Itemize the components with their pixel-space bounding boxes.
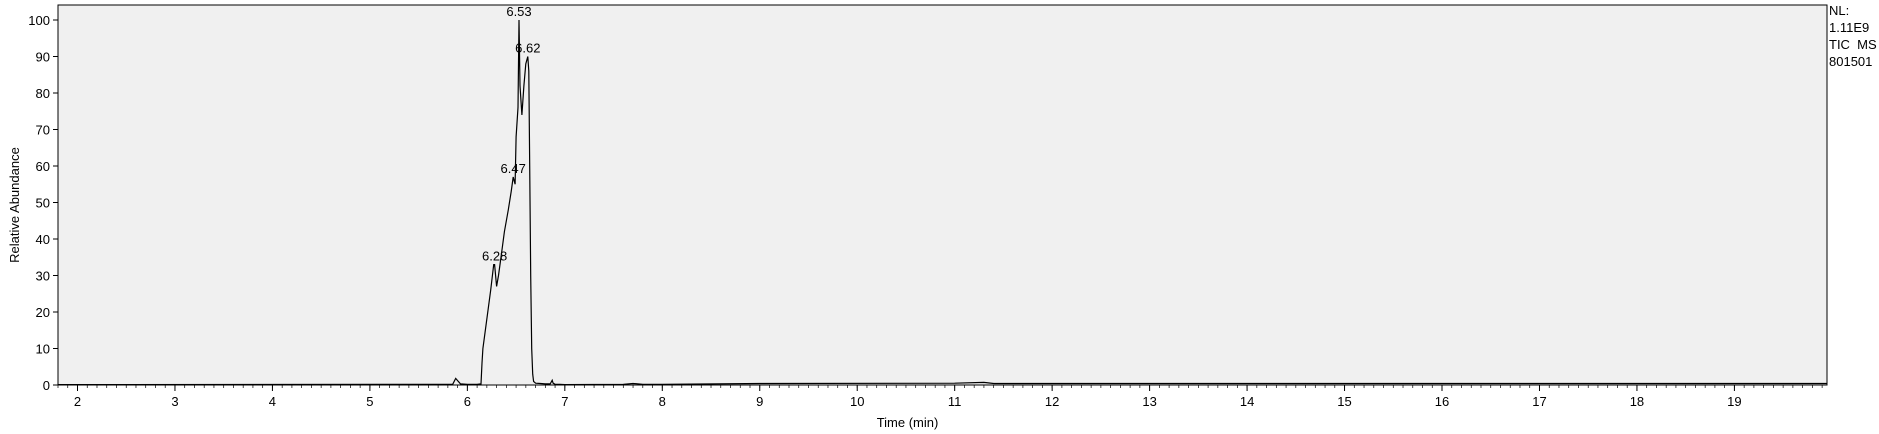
y-tick-label: 70 [36, 123, 50, 138]
y-tick-label: 40 [36, 232, 50, 247]
y-tick-label: 0 [43, 378, 50, 393]
x-axis-minor-ticks [57, 385, 1823, 388]
y-tick-label: 10 [36, 342, 50, 357]
nl-label: NL: [1829, 3, 1850, 18]
x-tick-label: 10 [850, 394, 864, 409]
x-tick-label: 13 [1142, 394, 1156, 409]
y-tick-label: 60 [36, 159, 50, 174]
x-tick-label: 11 [948, 394, 962, 409]
y-tick-label: 80 [36, 86, 50, 101]
x-tick-label: 9 [756, 394, 763, 409]
scan-filter: TIC MS [1829, 37, 1877, 52]
x-tick-label: 2 [74, 394, 81, 409]
x-tick-label: 18 [1630, 394, 1644, 409]
x-tick-label: 7 [561, 394, 568, 409]
y-tick-label: 90 [36, 50, 50, 65]
peak-label: 6.62 [515, 41, 540, 56]
y-axis-ticks: 0 10 20 30 40 50 60 70 80 90 100 [28, 13, 58, 393]
x-tick-label: 19 [1727, 394, 1741, 409]
normalization-info: NL: 1.11E9 TIC MS 801501 [1829, 2, 1877, 70]
x-tick-label: 14 [1240, 394, 1254, 409]
peak-labels: 6.53 6.62 6.47 6.28 [482, 4, 540, 264]
peak-label: 6.28 [482, 249, 507, 264]
x-axis-ticks: 2 3 4 5 6 7 8 9 10 11 12 13 14 15 16 17 18 19 [74, 385, 1742, 409]
peak-label: 6.53 [506, 4, 531, 19]
x-tick-label: 16 [1435, 394, 1449, 409]
y-axis-title: Relative Abundance [7, 147, 22, 263]
x-tick-label: 5 [366, 394, 373, 409]
x-tick-label: 17 [1532, 394, 1546, 409]
x-tick-label: 4 [269, 394, 276, 409]
x-tick-label: 8 [659, 394, 666, 409]
y-tick-label: 20 [36, 305, 50, 320]
tic-trace-line [57, 19, 1827, 386]
y-tick-label: 100 [28, 13, 50, 28]
x-axis-title: Time (min) [877, 415, 939, 430]
y-tick-label: 50 [36, 196, 50, 211]
file-id: 801501 [1829, 54, 1873, 69]
x-tick-label: 6 [464, 394, 471, 409]
peak-label: 6.47 [501, 161, 526, 176]
y-tick-label: 30 [36, 269, 50, 284]
x-tick-label: 3 [171, 394, 178, 409]
nl-value: 1.11E9 [1829, 20, 1870, 35]
plot-area [57, 4, 1828, 386]
x-tick-label: 12 [1045, 394, 1059, 409]
x-tick-label: 15 [1337, 394, 1351, 409]
